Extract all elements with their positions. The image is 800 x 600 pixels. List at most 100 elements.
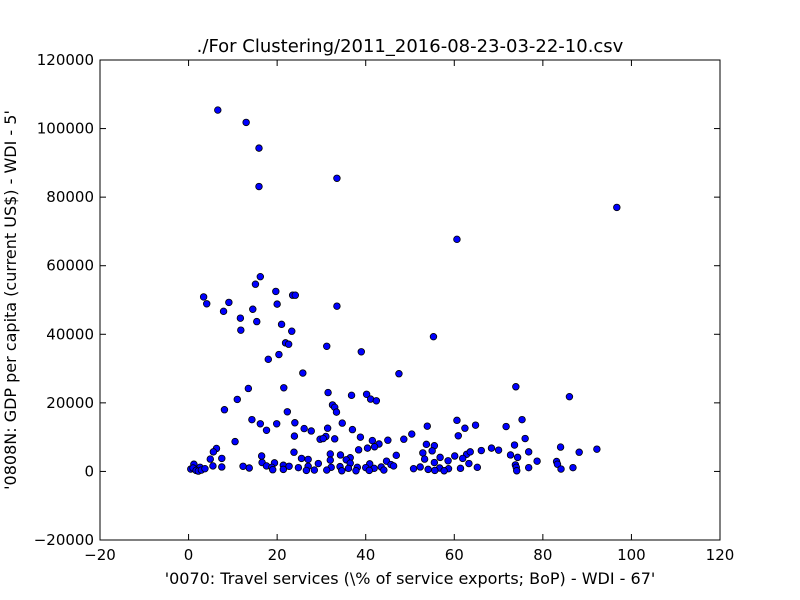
scatter-point: [326, 450, 334, 458]
x-tick-label: 0: [184, 546, 194, 564]
scatter-point: [209, 462, 217, 470]
x-tick-label: 60: [445, 546, 464, 564]
scatter-point: [199, 293, 208, 301]
scatter-point: [225, 298, 233, 307]
scatter-point: [291, 419, 299, 427]
scatter-point: [521, 434, 529, 443]
scatter-point: [370, 443, 379, 451]
chart-title: ./For Clustering/2011_2016-08-23-03-22-1…: [197, 36, 624, 57]
scatter-point: [465, 459, 473, 468]
scatter-point: [231, 437, 239, 446]
scatter-point: [473, 463, 482, 472]
scatter-point: [244, 384, 253, 393]
scatter-point: [477, 446, 485, 455]
scatter-point: [324, 388, 332, 397]
scatter-point: [290, 448, 298, 456]
scatter-point: [510, 441, 519, 449]
scatter-point: [352, 467, 360, 475]
scatter-point: [347, 391, 356, 400]
scatter-point: [569, 463, 577, 472]
x-tick-label: −20: [84, 546, 116, 564]
scatter-point: [575, 448, 583, 456]
x-tick-label: 80: [533, 546, 552, 564]
scatter-point: [284, 340, 293, 348]
scatter-point: [338, 419, 346, 427]
scatter-point: [323, 466, 331, 474]
scatter-point: [384, 436, 392, 444]
scatter-point: [461, 424, 469, 432]
scatter-point: [323, 424, 332, 432]
scatter-point: [209, 448, 218, 456]
scatter-point: [262, 426, 271, 434]
scatter-point: [400, 435, 408, 443]
scatter-point: [277, 320, 286, 329]
scatter-point: [290, 432, 299, 440]
scatter-point: [300, 424, 308, 433]
scatter-point: [275, 350, 283, 359]
scatter-point: [283, 408, 292, 416]
scatter-point: [291, 291, 299, 299]
scatter-point: [319, 434, 327, 443]
scatter-point: [419, 449, 427, 457]
scatter-point: [392, 451, 400, 460]
scatter-point: [255, 144, 263, 152]
scatter-point: [242, 118, 250, 127]
scatter-point: [440, 467, 448, 475]
scatter-point: [248, 415, 256, 424]
scatter-point: [363, 444, 372, 452]
scatter-point: [326, 456, 334, 464]
scatter-point: [307, 427, 315, 435]
scatter-point: [299, 369, 307, 377]
scatter-point: [356, 433, 365, 441]
scatter-point: [454, 432, 462, 440]
scatter-point: [285, 462, 293, 470]
scatter-point: [424, 465, 432, 474]
scatter-point: [357, 348, 365, 356]
scatter-point: [332, 408, 341, 416]
y-tick-label: 0: [84, 462, 94, 480]
y-tick-label: 40000: [46, 325, 94, 343]
x-tick-label: 100: [617, 546, 646, 564]
scatter-point: [302, 466, 311, 475]
scatter-point: [593, 445, 601, 453]
scatter-point: [524, 463, 533, 472]
scatter-point: [420, 455, 429, 463]
scatter-point: [453, 235, 461, 244]
scatter-point: [257, 452, 266, 460]
scatter-point: [239, 462, 247, 470]
scatter-point: [255, 182, 263, 191]
scatter-point: [348, 425, 357, 434]
scatter-point: [218, 463, 226, 471]
scatter-point: [218, 454, 226, 463]
y-tick-label: 120000: [37, 51, 94, 69]
scatter-point: [344, 464, 353, 473]
scatter-point: [423, 422, 431, 430]
scatter-point: [408, 430, 416, 438]
scatter-point: [395, 370, 403, 378]
scatter-point: [556, 443, 565, 451]
scatter-point: [409, 464, 418, 473]
scatter-point: [428, 447, 436, 455]
scatter-point: [256, 420, 265, 428]
x-tick-label: 20: [268, 546, 287, 564]
y-tick-label: 60000: [46, 257, 94, 275]
y-tick-label: 80000: [46, 188, 94, 206]
scatter-point: [288, 327, 296, 335]
scatter-point: [219, 307, 228, 316]
scatter-point: [233, 395, 241, 404]
scatter-point: [372, 397, 381, 405]
scatter-point: [444, 457, 452, 465]
scatter-point: [236, 314, 245, 322]
scatter-point: [294, 463, 303, 472]
data-points: [187, 106, 621, 475]
scatter-point: [430, 458, 439, 467]
scatter-point: [323, 342, 331, 350]
x-tick-label: 40: [356, 546, 375, 564]
scatter-point: [206, 455, 214, 463]
scatter-point: [506, 451, 515, 459]
scatter-point: [214, 106, 222, 114]
x-axis-ticks: −20 0 20 40 60 80 100 120: [84, 60, 734, 564]
scatter-point: [502, 422, 510, 431]
scatter-point: [471, 421, 480, 429]
